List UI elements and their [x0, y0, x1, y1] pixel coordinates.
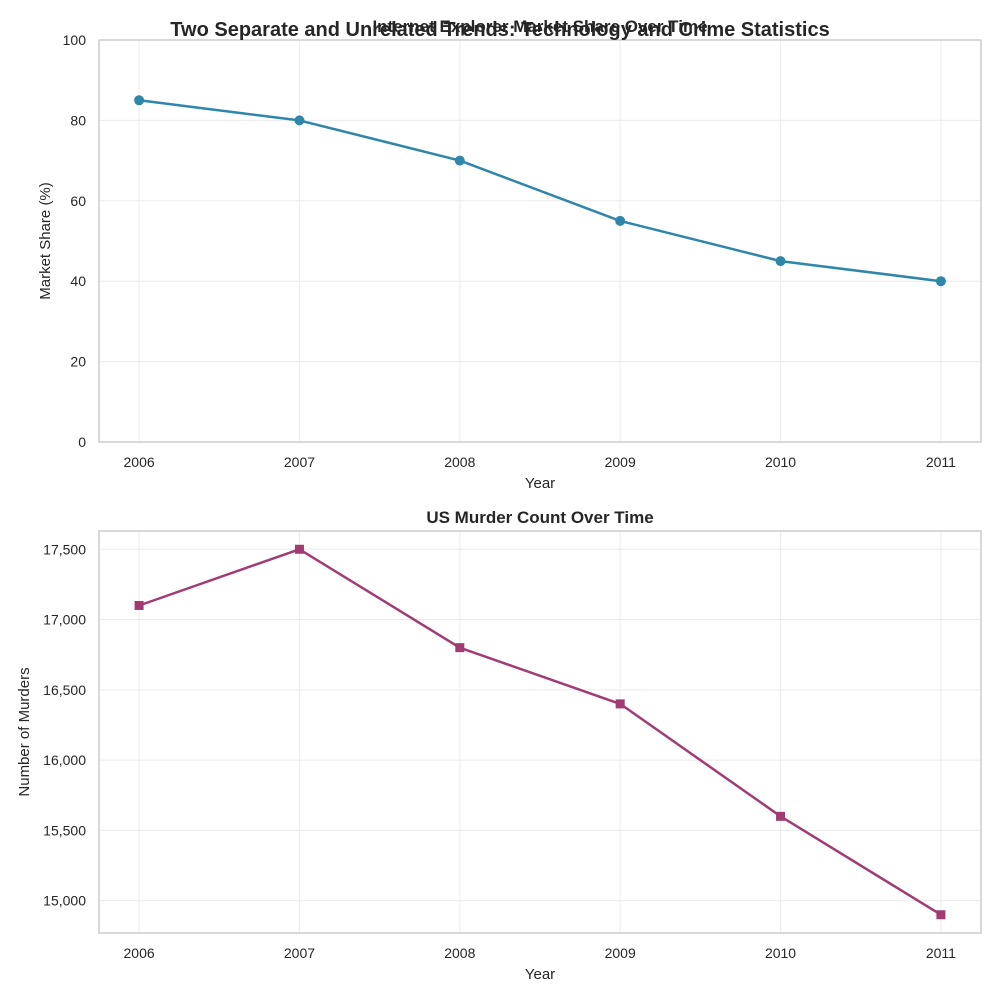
- data-point: [294, 544, 304, 554]
- series-layer: [134, 544, 946, 920]
- y-axis-label: Market Share (%): [37, 182, 54, 300]
- data-point: [935, 276, 946, 287]
- x-tick-labels: 2006 2007 2008 2009 2010 2011: [124, 454, 957, 470]
- y-tick-label: 15,000: [43, 893, 86, 909]
- x-tick-label: 2010: [765, 454, 796, 470]
- y-tick-label: 15,500: [43, 822, 86, 838]
- data-point: [294, 115, 305, 126]
- subplot-title: Internet Explorer Market Share Over Time: [372, 17, 707, 36]
- y-tick-labels: 15,000 15,500 16,000 16,500 17,000 17,500: [43, 541, 86, 908]
- y-tick-label: 100: [63, 32, 87, 48]
- x-tick-label: 2007: [284, 454, 315, 470]
- series-layer: [134, 95, 946, 287]
- subplot-ie-market-share: 0 20 40 60 80 100 2006 2007 2008 2009 2010 2011 In…: [37, 17, 982, 492]
- y-axis-label: Number of Murders: [16, 667, 33, 796]
- y-tick-label: 20: [70, 354, 86, 370]
- data-point: [455, 643, 465, 653]
- data-point: [776, 811, 786, 821]
- x-axis-label: Year: [525, 475, 555, 492]
- series-line: [138, 99, 942, 283]
- data-point: [615, 215, 626, 226]
- grid: [99, 39, 981, 443]
- data-point: [936, 910, 946, 920]
- y-tick-label: 17,500: [43, 541, 86, 557]
- series-line: [138, 548, 942, 916]
- y-tick-label: 0: [78, 434, 86, 450]
- y-tick-label: 16,500: [43, 682, 86, 698]
- x-tick-labels: 2006 2007 2008 2009 2010 2011: [124, 945, 957, 961]
- data-point: [775, 256, 786, 267]
- plot-area-frame: [98, 530, 982, 934]
- x-tick-label: 2011: [926, 945, 956, 961]
- y-tick-labels: 0 20 40 60 80 100: [63, 32, 87, 450]
- data-point: [454, 155, 465, 166]
- subplot-title: US Murder Count Over Time: [426, 508, 653, 527]
- x-tick-label: 2010: [765, 945, 796, 961]
- y-tick-label: 40: [70, 273, 86, 289]
- plot-area-frame: [98, 39, 982, 443]
- x-tick-label: 2006: [124, 945, 155, 961]
- y-tick-label: 60: [70, 193, 86, 209]
- x-axis-label: Year: [525, 966, 555, 983]
- x-tick-label: 2011: [926, 454, 956, 470]
- x-tick-label: 2007: [284, 945, 315, 961]
- y-tick-label: 17,000: [43, 612, 86, 628]
- data-point: [615, 699, 625, 709]
- x-tick-label: 2009: [605, 945, 636, 961]
- figure-suptitle: Two Separate and Unrelated Trends: Techn…: [170, 19, 829, 41]
- grid: [99, 531, 981, 933]
- x-tick-label: 2008: [444, 945, 475, 961]
- x-tick-label: 2009: [605, 454, 636, 470]
- y-tick-label: 16,000: [43, 752, 86, 768]
- subplot-us-murder-count: 15,000 15,500 16,000 16,500 17,000 17,500 200…: [16, 508, 982, 983]
- y-tick-label: 80: [70, 112, 86, 128]
- data-point: [134, 600, 144, 610]
- x-tick-label: 2006: [124, 454, 155, 470]
- data-point: [134, 95, 145, 106]
- x-tick-label: 2008: [444, 454, 475, 470]
